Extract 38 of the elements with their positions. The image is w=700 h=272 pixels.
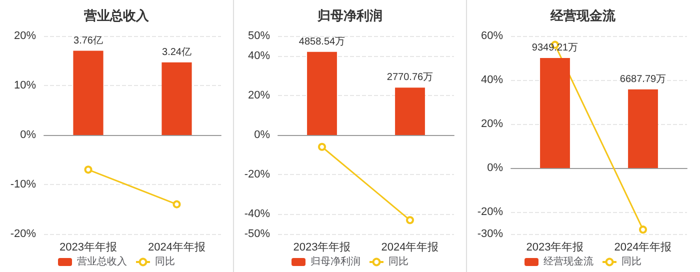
y-tick-label: 60% xyxy=(480,30,504,42)
y-tick-label: -20% xyxy=(477,206,504,218)
y-tick-label: 0% xyxy=(254,129,270,141)
y-tick-label: 20% xyxy=(14,30,36,42)
legend-label: 营业总收入 xyxy=(77,256,127,268)
x-tick-label: 2024年年报 xyxy=(614,242,672,254)
legend-label: 同比 xyxy=(622,256,642,268)
y-tick-label: 0% xyxy=(487,162,504,174)
y-tick-label: 20% xyxy=(248,89,270,102)
chart-title: 归母净利润 xyxy=(316,8,382,23)
y-tick-label: 40% xyxy=(248,50,270,62)
y-tick-label: 20% xyxy=(480,118,504,130)
y-tick-label: 50% xyxy=(248,30,270,42)
y-tick-label: 10% xyxy=(14,80,36,92)
y-tick-label: -30% xyxy=(477,228,504,240)
y-tick-label: 0% xyxy=(20,129,36,141)
y-tick-label: 40% xyxy=(480,74,504,86)
y-tick-label: -20% xyxy=(244,168,270,181)
chart-title: 经营现金流 xyxy=(550,8,616,23)
data-label: 2770.76万 xyxy=(386,72,434,84)
x-tick-label: 2024年年报 xyxy=(148,242,206,254)
data-label: 6687.79万 xyxy=(620,74,666,85)
chart-title: 营业总收入 xyxy=(83,8,150,23)
x-tick-label: 2023年年报 xyxy=(60,242,117,254)
x-tick-label: 2023年年报 xyxy=(293,242,351,254)
x-tick-label: 2023年年报 xyxy=(526,242,584,254)
data-label: 3.76亿 xyxy=(74,35,103,46)
legend-label: 归母净利润 xyxy=(310,256,360,268)
data-label: 4858.54万 xyxy=(298,36,346,48)
legend-label: 同比 xyxy=(155,256,175,268)
legend-label: 经营现金流 xyxy=(544,256,594,268)
y-tick-label: -40% xyxy=(244,208,270,220)
y-tick-label: -10% xyxy=(10,178,36,190)
y-tick-label: -20% xyxy=(10,228,36,240)
x-tick-label: 2024年年报 xyxy=(381,242,439,254)
y-tick-label: -50% xyxy=(244,228,270,240)
legend-label: 同比 xyxy=(388,256,408,268)
data-label: 3.24亿 xyxy=(162,46,192,58)
